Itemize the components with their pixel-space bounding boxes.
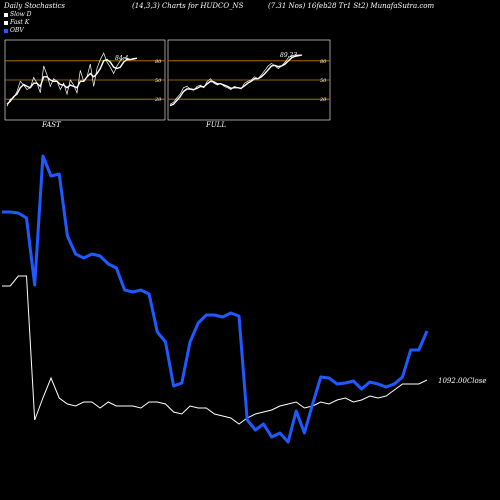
close-value-label: 1092.00Close [438,377,487,385]
panel-2-level-20-label: 20 [319,97,327,103]
panel-2-slow-d-line [169,54,303,107]
legend-swatch-fast-k [4,21,8,25]
legend-label-obv: OBV [10,27,24,34]
panel-2-level-80-label: 80 [320,59,327,65]
legend-swatch-slow-d [4,13,8,17]
panel-1-fast-k-line [6,52,137,107]
fast-panel-label: FAST [42,121,61,129]
full-panel-label: FULL [206,121,227,129]
price-close-line [2,275,428,425]
legend-item-obv: OBV [4,27,32,35]
obv-line [2,154,429,444]
panel-1-value-label: 84.4 [115,55,129,62]
chart-title-center: (14,3,3) Charts for HUDCO_NS [132,2,244,10]
panel-1-level-80-label: 80 [155,59,162,65]
panel-2-value-label: 89.23 [280,52,297,59]
panel-2-level-50-label: 50 [320,78,327,84]
legend-swatch-obv [4,29,8,33]
chart-title-left: Daily Stochastics [4,2,66,10]
legend-item-fast-k: Fast K [4,19,32,27]
panel-1-level-20-label: 20 [154,97,162,103]
legend-label-slow-d: Slow D [10,11,32,18]
panel-1-slow-d-line [6,57,138,105]
chart-title-right: (7.31 Nos) 16feb28 Tr1 St2) MunafaSutra.… [268,2,435,10]
legend-item-slow-d: Slow D [4,11,32,19]
panel-1-level-50-label: 50 [155,78,162,84]
legend-label-fast-k: Fast K [10,19,30,26]
legend: Slow D Fast K OBV [4,11,32,35]
